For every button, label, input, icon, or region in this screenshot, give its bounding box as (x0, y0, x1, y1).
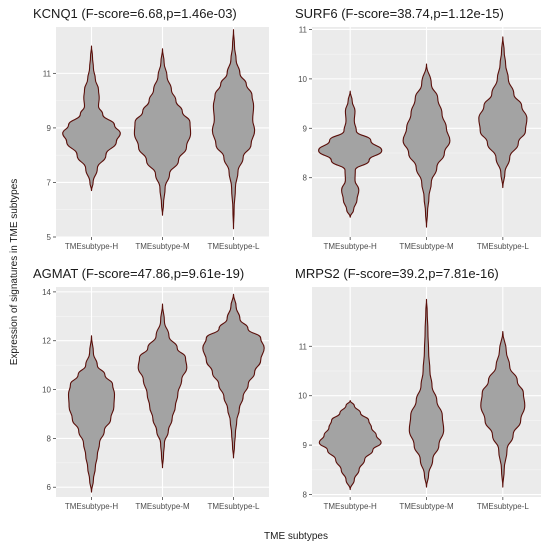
y-tick-label: 11 (299, 25, 308, 34)
x-tick-label: TMEsubtype-L (207, 502, 260, 511)
y-tick-label: 9 (303, 124, 308, 133)
y-tick-label: 8 (303, 491, 308, 500)
violin-tmesubtype-h (67, 335, 116, 493)
y-tick-label: 6 (47, 483, 52, 492)
y-tick-label: 8 (47, 434, 52, 443)
y-tick-label: 11 (299, 342, 308, 351)
x-tick-label: TMEsubtype-M (135, 502, 190, 511)
x-tick-label: TMEsubtype-H (65, 242, 119, 251)
x-tick-label: TMEsubtype-M (135, 242, 190, 251)
figure-y-axis-title: Expression of signatures in TME subtypes (9, 179, 20, 366)
y-tick-label: 9 (303, 441, 308, 450)
violin-tmesubtype-l (211, 29, 256, 230)
panel-2: 8 9 10 11 TMEsubtype-H TMEsubtype-M TMEsubtype… (295, 6, 541, 251)
x-tick-label: TMEsubtype-L (477, 502, 530, 511)
y-tick-label: 12 (42, 337, 51, 346)
x-tick-label: TMEsubtype-H (323, 502, 377, 511)
y-tick-label: 5 (47, 233, 52, 242)
x-tick-label: TMEsubtype-M (399, 242, 454, 251)
violin-tmesubtype-m (408, 298, 445, 488)
violin-tmesubtype-l (478, 36, 528, 189)
y-tick-label: 14 (42, 288, 51, 297)
violin-tmesubtype-h (318, 400, 382, 491)
violin-tmesubtype-m (402, 63, 451, 228)
violin-tmesubtype-l (480, 330, 526, 488)
y-tick-label: 7 (47, 178, 52, 187)
y-tick-label: 8 (303, 174, 308, 183)
x-tick-label: TMEsubtype-L (207, 242, 260, 251)
x-tick-label: TMEsubtype-H (323, 242, 377, 251)
violin-tmesubtype-h (318, 90, 383, 218)
violin-tmesubtype-m (137, 303, 188, 469)
panels: 5 7 9 11 TMEsubtype-H TMEsubtype-M TMEsubtype-… (33, 6, 541, 511)
violin-tmesubtype-m (133, 48, 192, 216)
y-tick-label: 11 (43, 69, 52, 78)
figure-x-axis-title: TME subtypes (264, 531, 328, 542)
panel-3: 6 8 10 12 14 TMEsubtype-H TMEsubtype-M TMEsubty… (33, 266, 269, 511)
x-tick-label: TMEsubtype-H (65, 502, 119, 511)
violin-tmesubtype-h (62, 45, 121, 192)
y-tick-label: 10 (298, 75, 307, 84)
y-tick-label: 9 (47, 124, 52, 133)
panel-title: KCNQ1 (F-score=6.68,p=1.46e-03) (33, 6, 237, 21)
panel-1: 5 7 9 11 TMEsubtype-H TMEsubtype-M TMEsubtype-… (33, 6, 269, 251)
panel-title: SURF6 (F-score=38.74,p=1.12e-15) (295, 6, 504, 21)
panel-title: MRPS2 (F-score=39.2,p=7.81e-16) (295, 266, 499, 281)
x-tick-label: TMEsubtype-M (399, 502, 454, 511)
y-tick-label: 10 (42, 386, 51, 395)
panel-4: 8 9 10 11 TMEsubtype-H TMEsubtype-M TMEsubtype… (295, 266, 541, 511)
y-tick-label: 10 (298, 392, 307, 401)
x-tick-label: TMEsubtype-L (477, 242, 530, 251)
violin-tmesubtype-l (202, 293, 265, 459)
panel-title: AGMAT (F-score=47.86,p=9.61e-19) (33, 266, 244, 281)
